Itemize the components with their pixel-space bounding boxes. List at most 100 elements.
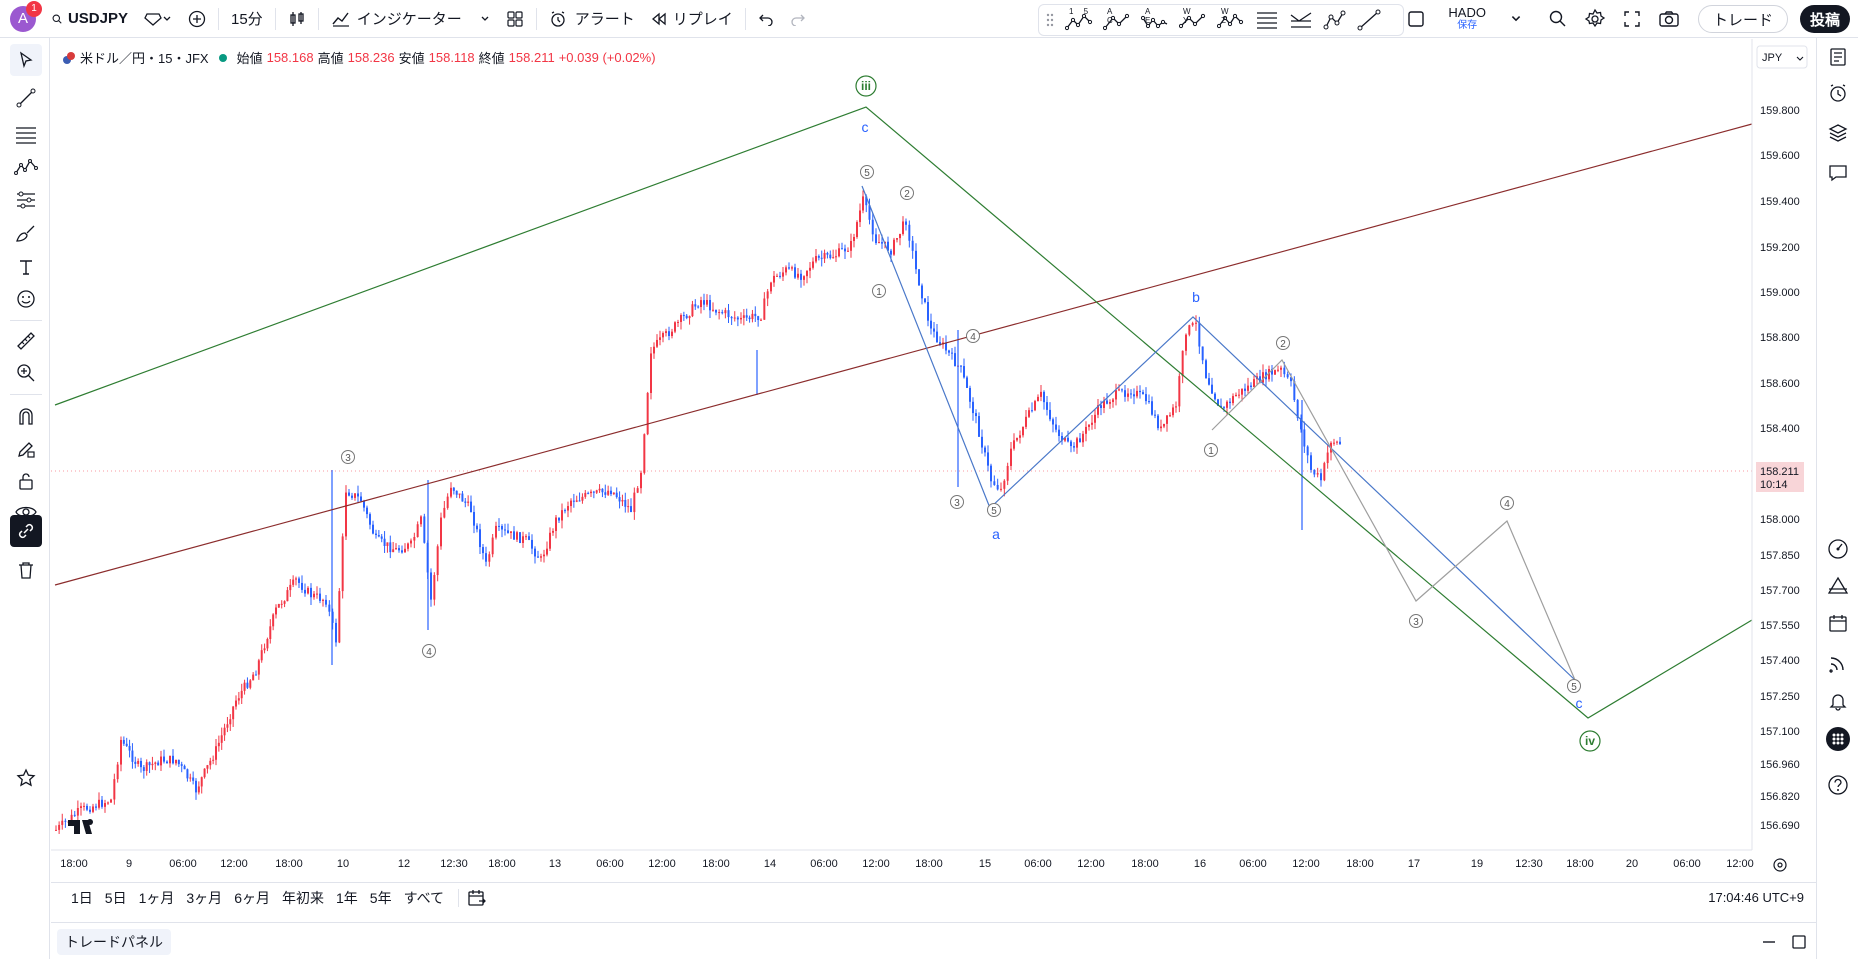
post-button[interactable]: 投稿 xyxy=(1799,5,1850,33)
path-tool-icon[interactable] xyxy=(1323,9,1347,31)
maximize-icon[interactable] xyxy=(1792,935,1806,949)
price-axis[interactable]: JPY 159.800 159.600 159.400 159.200 159.000 1… xyxy=(1751,39,1816,882)
measure-tool[interactable] xyxy=(10,325,42,357)
help-button[interactable] xyxy=(1823,770,1853,800)
range-5d[interactable]: 5日 xyxy=(104,889,127,906)
price-tick-label: 156.820 xyxy=(1760,791,1800,803)
range-1d[interactable]: 1日 xyxy=(71,889,93,906)
candle-body xyxy=(1085,426,1087,434)
projection-icon xyxy=(17,191,35,209)
range-6m[interactable]: 6ヶ月 xyxy=(234,889,270,906)
currency-selector[interactable]: JPY xyxy=(1756,45,1808,69)
time-tick-label: 06:00 xyxy=(169,858,197,870)
sync-drawings-tool[interactable] xyxy=(10,515,42,547)
range-ytd[interactable]: 年初来 xyxy=(281,889,324,906)
camera-icon[interactable] xyxy=(1658,9,1680,29)
technicals-button[interactable] xyxy=(1823,534,1853,564)
interval-button[interactable]: 15分 xyxy=(231,11,263,28)
candle-body xyxy=(709,299,711,311)
candle-body xyxy=(564,510,566,512)
range-3m[interactable]: 3ヶ月 xyxy=(186,889,223,906)
range-5y[interactable]: 5年 xyxy=(369,889,392,906)
time-tick-label: 13 xyxy=(549,858,561,870)
text-tool[interactable] xyxy=(10,251,42,283)
chat-button[interactable] xyxy=(1823,158,1853,188)
elliott-triangle-tool[interactable]: A E xyxy=(1140,7,1169,32)
templates-button[interactable] xyxy=(498,0,532,38)
layout-square-icon[interactable] xyxy=(1406,9,1426,29)
keep-drawing-tool[interactable] xyxy=(10,433,42,465)
chevron-down-icon[interactable] xyxy=(1510,13,1522,25)
time-axis[interactable]: 18:00 9 06:00 12:00 18:00 10 12 12:30 18:00 13 06:… xyxy=(51,849,1754,870)
candle-body xyxy=(1000,488,1002,490)
alerts-button[interactable] xyxy=(1823,78,1853,108)
emoji-tool[interactable] xyxy=(10,283,42,315)
drag-handle-icon[interactable] xyxy=(1045,12,1055,28)
trend-line-icon[interactable] xyxy=(1357,9,1381,31)
gray-forecast-wave[interactable] xyxy=(1211,359,1576,681)
elliott-impulse-tool[interactable]: 1 5 xyxy=(1064,7,1093,32)
user-avatar[interactable]: A 1 xyxy=(10,0,42,32)
brown-trend-line[interactable] xyxy=(54,123,1753,586)
elliott-double-combo-tool[interactable]: W Y xyxy=(1178,7,1207,32)
quick-search-icon[interactable] xyxy=(1548,9,1568,29)
price-chart[interactable]: iii iv c b a c 3 4 5 1 2 4 3 5 1 2 3 4 5… xyxy=(51,39,1816,882)
notifications-button[interactable] xyxy=(1823,686,1853,716)
blue-abc-wave[interactable] xyxy=(861,185,1576,681)
clock-timezone[interactable]: 17:04:46 UTC+9 xyxy=(1708,890,1804,905)
candle-body xyxy=(674,322,676,332)
fib-tool[interactable] xyxy=(10,119,42,151)
elliott-correction-tool[interactable]: A C xyxy=(1102,7,1131,32)
favorites-tool[interactable] xyxy=(10,762,42,794)
symbol-name: USDJPY xyxy=(67,10,128,27)
calendar-button[interactable] xyxy=(1823,608,1853,638)
fib-extension-icon[interactable] xyxy=(1289,9,1313,31)
gear-icon[interactable] xyxy=(1584,8,1606,30)
forecast-tool[interactable] xyxy=(10,184,42,216)
indicators-button[interactable]: インジケーター xyxy=(323,0,498,38)
products-button[interactable] xyxy=(1823,724,1853,754)
trade-button[interactable]: トレード xyxy=(1697,5,1788,33)
remove-drawings-tool[interactable] xyxy=(10,554,42,586)
range-1m[interactable]: 1ヶ月 xyxy=(138,889,175,906)
green-channel-wave[interactable] xyxy=(54,106,1753,719)
fullscreen-icon[interactable] xyxy=(1622,9,1642,29)
chart-type-button[interactable] xyxy=(280,0,314,38)
candle-body xyxy=(1160,426,1162,429)
pattern-tool[interactable] xyxy=(10,151,42,183)
replay-button[interactable]: リプレイ xyxy=(643,0,741,38)
trend-line-tool[interactable] xyxy=(10,82,42,114)
news-stream-button[interactable] xyxy=(1823,648,1853,678)
brush-tool[interactable] xyxy=(10,217,42,249)
symbol-description[interactable]: 米ドル／円・15・JFX xyxy=(80,51,209,66)
add-symbol-button[interactable] xyxy=(180,0,214,38)
candle-body xyxy=(504,529,506,531)
range-1y[interactable]: 1年 xyxy=(335,889,358,906)
layout-name[interactable]: HADO 保存 xyxy=(1448,5,1486,31)
time-tick-label: 17 xyxy=(1408,858,1420,870)
lock-drawings-tool[interactable] xyxy=(10,465,42,497)
undo-button[interactable] xyxy=(750,0,782,38)
candle-body xyxy=(1100,405,1102,408)
zoom-tool[interactable] xyxy=(10,357,42,389)
range-all[interactable]: すべて xyxy=(403,889,445,906)
candle-body xyxy=(140,760,142,768)
candle-body xyxy=(116,764,119,780)
plus-circle-icon xyxy=(188,10,206,27)
minimize-icon[interactable] xyxy=(1762,937,1776,947)
compare-symbol-button[interactable] xyxy=(136,0,180,38)
watchlist-button[interactable] xyxy=(1823,42,1853,72)
parallel-lines-icon[interactable] xyxy=(1255,9,1279,31)
alert-button[interactable]: アラート xyxy=(541,0,643,38)
redo-button[interactable] xyxy=(782,0,814,38)
ideas-button[interactable] xyxy=(1823,571,1853,601)
symbol-search[interactable]: USDJPY xyxy=(44,5,136,33)
candle-body xyxy=(567,506,569,511)
cursor-tool[interactable] xyxy=(10,44,42,76)
trade-panel-tab[interactable]: トレードパネル xyxy=(57,929,171,955)
goto-date-icon[interactable] xyxy=(467,889,487,907)
elliott-triple-combo-tool[interactable]: W Z xyxy=(1216,7,1245,32)
axis-settings-icon[interactable] xyxy=(1773,858,1787,872)
magnet-tool[interactable] xyxy=(10,400,42,432)
object-tree-button[interactable] xyxy=(1823,118,1853,148)
